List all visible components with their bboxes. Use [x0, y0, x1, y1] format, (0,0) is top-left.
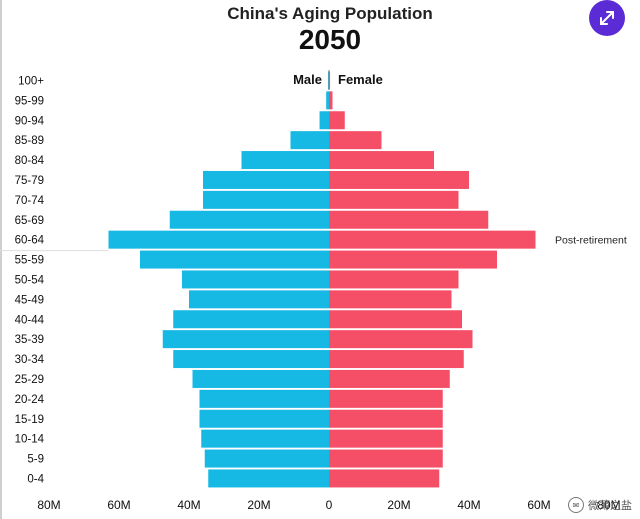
age-group-labels: 100+ 95-99 90-94 85-89 80-84 75-79 70-74 65-69 6…	[15, 75, 45, 485]
female-bar-80-84	[329, 151, 434, 170]
age-label-55-59: 55-59	[15, 255, 44, 267]
male-bar-60-64	[108, 230, 329, 249]
annotation-0: Post-retirement	[555, 235, 627, 247]
male-bar-90-94	[319, 111, 329, 130]
male-bar-100+	[327, 71, 329, 90]
age-label-100+: 100+	[18, 75, 44, 87]
female-bar-30-34	[329, 350, 464, 369]
x-tick-6: 40M	[457, 498, 480, 512]
male-bar-20-24	[199, 389, 329, 408]
female-bar-55-59	[329, 250, 497, 269]
male-bar-10-14	[201, 429, 329, 448]
age-label-35-39: 35-39	[15, 334, 44, 346]
expand-arrows-icon	[589, 0, 625, 36]
age-label-25-29: 25-29	[15, 374, 44, 386]
male-bar-85-89	[290, 131, 329, 150]
left-border	[0, 0, 2, 519]
female-bar-85-89	[329, 131, 382, 150]
x-tick-0: 80M	[37, 498, 60, 512]
female-bar-75-79	[329, 170, 469, 189]
male-bar-75-79	[203, 170, 329, 189]
wechat-icon: ✉	[568, 497, 584, 513]
age-label-20-24: 20-24	[15, 394, 45, 406]
x-tick-3: 20M	[247, 498, 270, 512]
male-bar-70-74	[203, 190, 329, 209]
age-label-30-34: 30-34	[15, 354, 45, 366]
age-label-80-84: 80-84	[15, 155, 45, 167]
x-tick-1: 60M	[107, 498, 130, 512]
male-bar-50-54	[182, 270, 329, 289]
male-bar-5-9	[204, 449, 329, 468]
male-bar-45-49	[189, 290, 329, 309]
female-bar-35-39	[329, 330, 473, 349]
male-bar-95-99	[326, 91, 329, 110]
legend-male: Male	[293, 72, 322, 87]
age-label-70-74: 70-74	[15, 195, 45, 207]
female-bars	[329, 71, 536, 488]
age-label-50-54: 50-54	[15, 274, 45, 286]
x-tick-4: 0	[326, 498, 333, 512]
watermark: ✉ 微薄之盐	[568, 497, 632, 513]
female-bar-40-44	[329, 310, 462, 329]
female-bar-25-29	[329, 369, 450, 388]
male-bar-15-19	[199, 409, 329, 428]
x-tick-2: 40M	[177, 498, 200, 512]
x-tick-5: 20M	[387, 498, 410, 512]
male-bar-35-39	[162, 330, 329, 349]
watermark-text: 微薄之盐	[588, 500, 632, 512]
female-bar-65-69	[329, 210, 489, 229]
male-bar-25-29	[192, 369, 329, 388]
age-label-65-69: 65-69	[15, 215, 44, 227]
age-label-15-19: 15-19	[15, 414, 44, 426]
chart-subtitle: 2050	[298, 24, 362, 55]
female-bar-70-74	[329, 190, 459, 209]
legend-female: Female	[338, 72, 383, 87]
female-bar-0-4	[329, 469, 440, 488]
female-bar-90-94	[329, 111, 345, 130]
female-bar-60-64	[329, 230, 536, 249]
female-bar-45-49	[329, 290, 452, 309]
male-bar-65-69	[169, 210, 329, 229]
female-bar-95-99	[329, 91, 333, 110]
age-label-60-64: 60-64	[15, 235, 45, 247]
x-tick-7: 60M	[527, 498, 550, 512]
age-label-45-49: 45-49	[15, 294, 44, 306]
expand-button[interactable]	[589, 0, 625, 36]
annotations: Post-retirement	[0, 235, 627, 252]
x-axis-ticks: 80M 60M 40M 20M 0 20M 40M 60M 80M	[37, 498, 620, 512]
female-bar-15-19	[329, 409, 443, 428]
age-label-5-9: 5-9	[27, 454, 44, 466]
male-bar-80-84	[241, 151, 329, 170]
age-label-75-79: 75-79	[15, 175, 44, 187]
x-tick-8: 80M	[597, 498, 620, 512]
female-bar-5-9	[329, 449, 443, 468]
male-bar-40-44	[173, 310, 329, 329]
age-label-95-99: 95-99	[15, 95, 44, 107]
female-bar-100+	[329, 71, 331, 90]
male-bar-55-59	[140, 250, 329, 269]
legend: Male Female	[293, 70, 383, 90]
age-label-90-94: 90-94	[15, 115, 45, 127]
age-label-40-44: 40-44	[15, 314, 45, 326]
male-bar-30-34	[173, 350, 329, 369]
age-label-85-89: 85-89	[15, 135, 44, 147]
female-bar-10-14	[329, 429, 443, 448]
male-bars	[108, 71, 329, 488]
age-label-10-14: 10-14	[15, 434, 45, 446]
male-bar-0-4	[208, 469, 329, 488]
female-bar-50-54	[329, 270, 459, 289]
age-label-0-4: 0-4	[27, 473, 44, 485]
chart-title: China's Aging Population	[227, 4, 433, 23]
female-bar-20-24	[329, 389, 443, 408]
